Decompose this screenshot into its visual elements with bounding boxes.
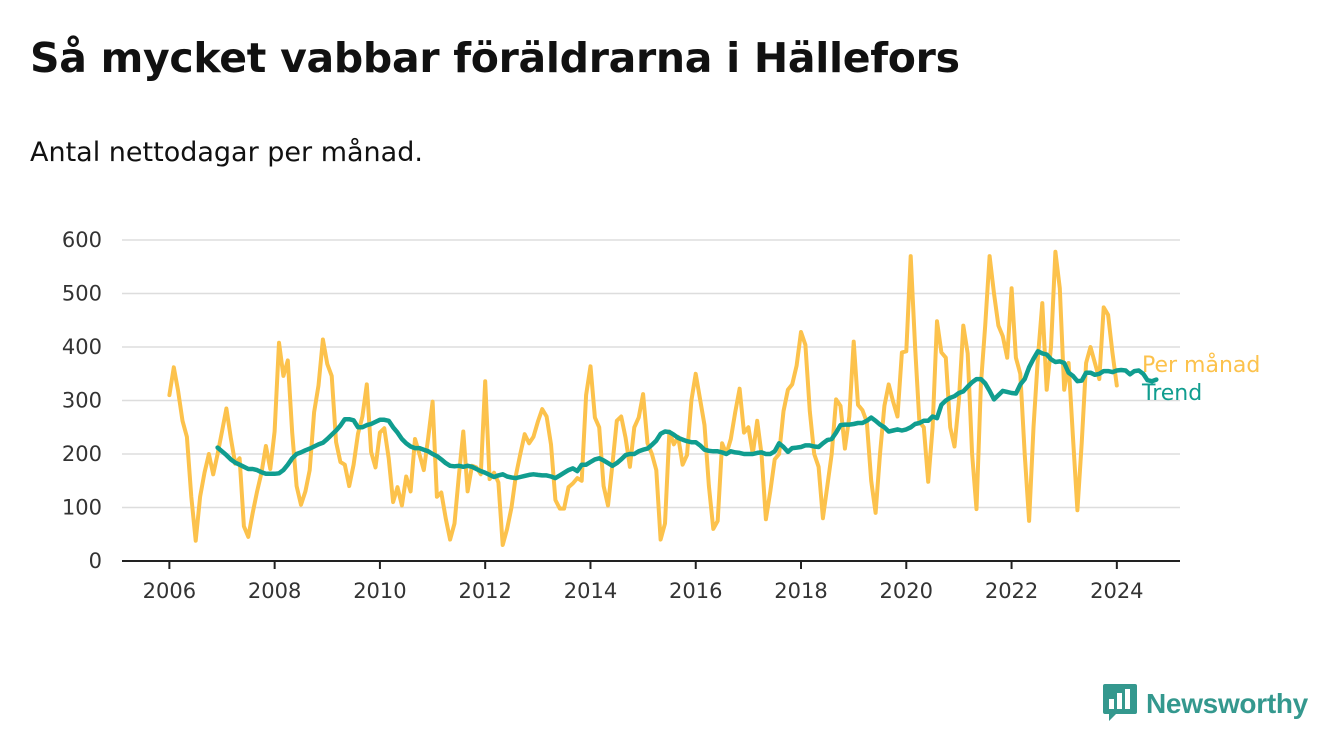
chart-title: Så mycket vabbar föräldrarna i Hällefors bbox=[30, 34, 960, 82]
x-tick-label: 2024 bbox=[1090, 579, 1143, 603]
y-tick-label: 0 bbox=[89, 549, 102, 573]
newsworthy-logo: Newsworthy bbox=[1102, 682, 1308, 726]
y-tick-label: 500 bbox=[62, 282, 102, 306]
y-tick-label: 600 bbox=[62, 228, 102, 252]
legend-label-trend: Trend bbox=[1141, 381, 1202, 406]
y-tick-label: 300 bbox=[62, 389, 102, 413]
chart-subtitle: Antal nettodagar per månad. bbox=[30, 137, 423, 168]
x-tick-label: 2010 bbox=[353, 579, 406, 603]
y-tick-label: 100 bbox=[62, 496, 102, 520]
series-line-trend bbox=[215, 349, 1159, 481]
y-tick-label: 200 bbox=[62, 442, 102, 466]
x-tick-label: 2008 bbox=[248, 579, 301, 603]
x-axis-ticks: 2006 2008 2010 2012 2014 2016 2018 2020 2022 2024 bbox=[122, 560, 1180, 603]
x-tick-label: 2022 bbox=[985, 579, 1038, 603]
y-tick-label: 400 bbox=[62, 335, 102, 359]
legend-label-per-manad: Per månad bbox=[1142, 352, 1260, 378]
brand-name: Newsworthy bbox=[1146, 688, 1308, 719]
line-legend: Per månad Trend bbox=[1141, 352, 1260, 406]
series-line-per-manad bbox=[167, 249, 1119, 547]
y-axis-ticks: 0 100 200 300 400 500 600 bbox=[62, 228, 102, 573]
series-lines bbox=[167, 249, 1159, 547]
x-tick-label: 2014 bbox=[564, 579, 617, 603]
x-tick-label: 2012 bbox=[458, 579, 511, 603]
x-tick-label: 2020 bbox=[880, 579, 933, 603]
x-tick-label: 2016 bbox=[669, 579, 722, 603]
bar-chart-speech-icon bbox=[1102, 682, 1138, 726]
x-tick-label: 2018 bbox=[774, 579, 827, 603]
x-tick-label: 2006 bbox=[143, 579, 196, 603]
